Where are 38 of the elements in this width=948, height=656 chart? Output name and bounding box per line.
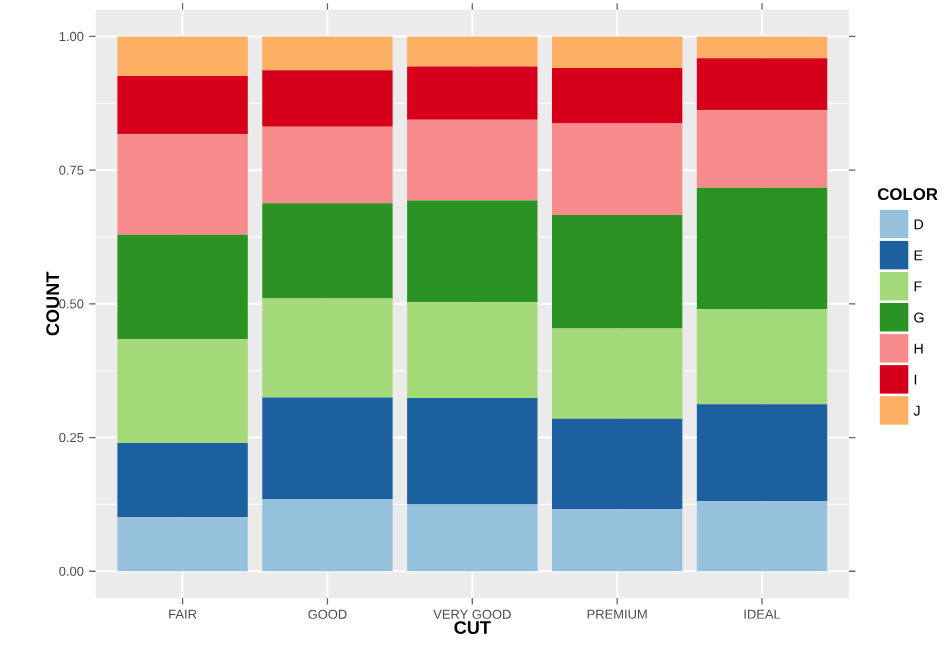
bar: [696, 110, 828, 188]
bar: [117, 234, 248, 340]
bar: [696, 309, 828, 405]
bar: [407, 397, 538, 505]
bar: [117, 517, 248, 572]
bar: [696, 501, 828, 572]
bar: [407, 504, 538, 572]
y-axis-title: COUNT: [46, 271, 60, 336]
bar: [407, 200, 538, 303]
bar: [551, 214, 683, 329]
bar: [551, 509, 683, 572]
bar: [696, 58, 828, 111]
bar: [407, 302, 538, 398]
bar: [117, 36, 248, 76]
bar: [551, 328, 683, 419]
bar: [696, 404, 828, 502]
bar: [407, 119, 538, 201]
bar: [262, 126, 393, 204]
bar: [262, 203, 393, 299]
bar: [696, 187, 828, 310]
bar: [407, 66, 538, 120]
legend-title: COLOR: [877, 188, 938, 200]
x-axis-title: CUT: [454, 621, 491, 634]
bar: [117, 442, 248, 518]
bar: [262, 498, 393, 572]
bar: [551, 123, 683, 215]
bar: [262, 70, 393, 127]
bar: [262, 298, 393, 398]
bar: [117, 75, 248, 135]
bar: [551, 418, 683, 510]
bar: [117, 134, 248, 235]
bar: [117, 339, 248, 443]
bar: [262, 397, 393, 499]
bar: [407, 36, 538, 67]
bar: [696, 36, 828, 59]
bar: [551, 67, 683, 124]
bar: [551, 36, 683, 68]
bar: [262, 36, 393, 71]
